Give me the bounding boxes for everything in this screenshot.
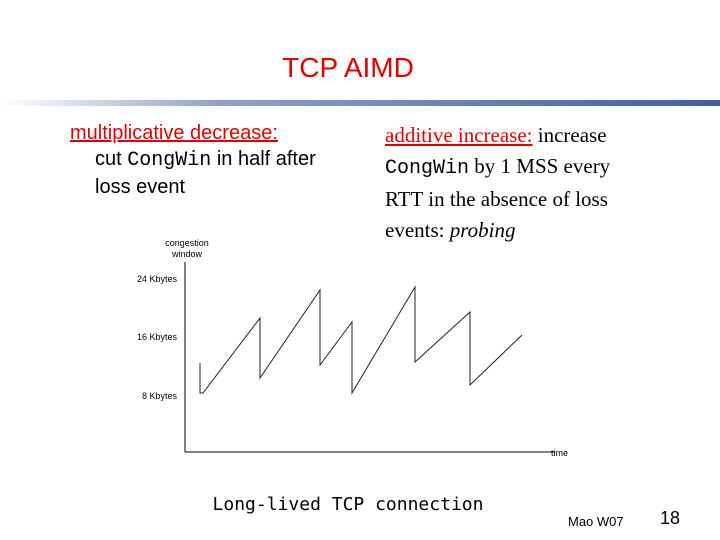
text: in half after [211, 148, 316, 170]
caption: Long-lived TCP connection [212, 494, 484, 515]
emphasis: probing [449, 218, 516, 242]
line: cut CongWin in half after [70, 146, 316, 174]
text: events: [385, 218, 450, 242]
sawtooth [199, 285, 523, 395]
y-tick-label: 16 Kbytes [137, 332, 178, 342]
heading: additive increase: [385, 123, 533, 147]
page-number: 18 [660, 508, 681, 528]
code: CongWin [385, 157, 470, 180]
line: RTT in the absence of loss [385, 184, 610, 215]
title-rule [0, 100, 720, 106]
y-label: window [171, 249, 203, 259]
line: CongWin by 1 MSS every [385, 151, 610, 184]
line: loss event [70, 174, 316, 200]
text: by 1 MSS every [469, 154, 611, 178]
y-tick-label: 24 Kbytes [137, 274, 178, 284]
code: CongWin [127, 149, 212, 172]
line: additive increase: increase [385, 120, 610, 151]
text: increase [532, 123, 607, 147]
heading: multiplicative decrease: [70, 122, 278, 144]
left-text: multiplicative decrease: cut CongWin in … [70, 120, 316, 200]
x-label: time [551, 448, 568, 458]
line: events: probing [385, 215, 610, 246]
slide-title: TCP AIMD [282, 52, 414, 83]
y-tick-label: 8 Kbytes [142, 391, 178, 401]
footer-author: Mao W07 [568, 514, 624, 529]
text: RTT in the absence of loss [385, 187, 608, 211]
y-label: congestion [165, 238, 209, 248]
text: cut [95, 148, 128, 170]
right-text: additive increase: increase CongWin by 1… [385, 120, 610, 246]
text: loss event [95, 176, 186, 198]
